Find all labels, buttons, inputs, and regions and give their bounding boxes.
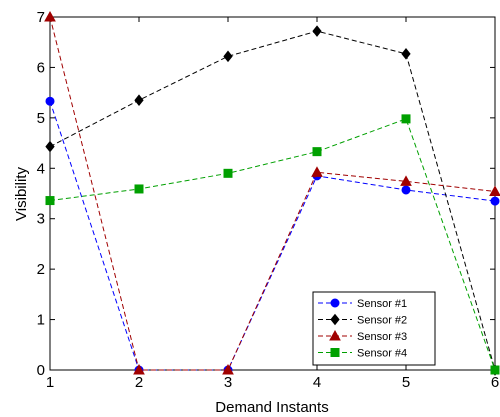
data-point (133, 363, 145, 375)
legend-label: Sensor #3 (357, 331, 407, 343)
data-point (134, 94, 144, 107)
x-tick-label: 3 (224, 374, 232, 391)
data-point (311, 166, 323, 177)
series-group (44, 10, 500, 375)
legend: Sensor #1 Sensor #2 Sensor #3 Sensor #4 (312, 291, 436, 366)
legend-label: Sensor #2 (357, 315, 407, 327)
series-line (49, 118, 496, 371)
data-point (45, 96, 55, 106)
data-point (401, 48, 411, 60)
y-tick-label: 2 (37, 261, 45, 278)
data-point (401, 185, 411, 195)
y-tick-label: 4 (37, 160, 45, 177)
y-tick-label: 3 (37, 211, 45, 228)
series-group (45, 114, 500, 375)
legend-label: Sensor #4 (357, 348, 407, 360)
series-line (49, 16, 496, 371)
data-point (44, 10, 56, 22)
legend-marker (329, 329, 341, 341)
data-point (223, 50, 233, 63)
y-axis-title: Visibility (13, 167, 30, 221)
series-line (49, 101, 496, 371)
data-point (489, 185, 500, 196)
x-tick-label: 1 (46, 374, 54, 391)
x-axis-title: Demand Instants (215, 399, 328, 416)
legend-marker (330, 348, 340, 357)
x-tick-label: 6 (491, 374, 499, 391)
data-point (490, 365, 500, 375)
legend-marker (330, 313, 340, 326)
y-tick-label: 7 (37, 9, 45, 26)
data-point (45, 140, 55, 153)
data-point (223, 168, 233, 178)
y-axis: 0 1 2 3 4 5 6 7 (37, 9, 495, 379)
legend-label: Sensor #1 (357, 298, 407, 310)
x-tick-label: 2 (135, 374, 143, 391)
y-tick-label: 6 (37, 59, 45, 76)
legend-marker (330, 298, 340, 308)
data-point (312, 25, 322, 37)
data-point (134, 184, 144, 194)
x-tick-label: 4 (313, 374, 321, 391)
data-point (222, 363, 234, 375)
x-tick-label: 5 (402, 374, 410, 391)
data-point (401, 114, 411, 124)
series-layer (44, 10, 500, 376)
y-tick-label: 0 (37, 362, 45, 379)
y-tick-label: 1 (37, 312, 45, 329)
data-point (400, 175, 412, 186)
y-tick-label: 5 (37, 110, 45, 127)
data-point (490, 196, 500, 206)
series-line (49, 30, 496, 371)
data-point (312, 147, 322, 157)
data-point (45, 196, 55, 206)
